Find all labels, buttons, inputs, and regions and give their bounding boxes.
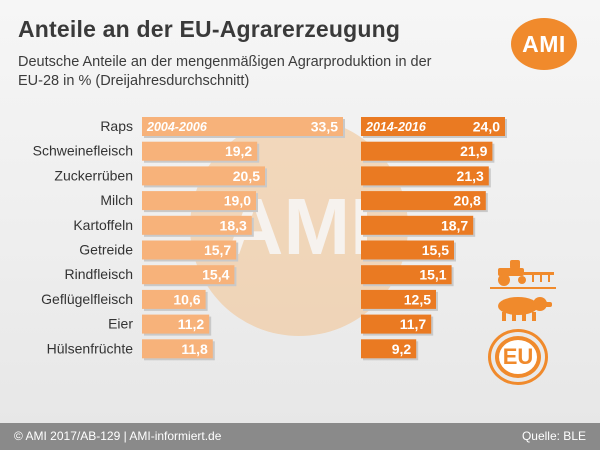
data-label-2014-2016: 20,8 <box>454 193 481 209</box>
bar-2004-2006 <box>142 265 235 285</box>
data-label-2014-2016: 12,5 <box>404 291 431 307</box>
legend-2014-2016: 2014-2016 <box>365 120 427 134</box>
eu-badge-icon: EU <box>495 336 541 378</box>
bar-2014-2016 <box>361 289 436 309</box>
chart-subtitle: Deutsche Anteile an der mengenmäßigen Ag… <box>18 54 432 89</box>
data-label-2004-2006: 19,0 <box>224 193 251 209</box>
data-label-2014-2016: 21,3 <box>457 168 484 184</box>
logo-text: AMI <box>522 30 566 57</box>
tractor-icon <box>490 260 556 289</box>
eu-badge-ring <box>488 329 548 385</box>
data-label-2004-2006: 33,5 <box>311 119 338 135</box>
category-label: Schweinefleisch <box>33 143 133 159</box>
farm-icons <box>490 260 556 321</box>
bar-2004-2006 <box>142 166 265 186</box>
category-label: Eier <box>108 316 133 332</box>
pig-icon <box>498 297 552 321</box>
category-label: Hülsenfrüchte <box>47 340 134 356</box>
bar-2004-2006 <box>142 191 256 211</box>
eu-badge-text: EU <box>502 344 534 369</box>
bar-2004-2006 <box>142 240 237 260</box>
data-label-2004-2006: 18,3 <box>220 217 247 233</box>
bar-2004-2006 <box>142 215 252 235</box>
bar-2014-2016 <box>361 117 505 136</box>
category-label: Getreide <box>79 242 133 258</box>
chart-title: Anteile an der EU-Agrarerzeugung <box>18 16 401 42</box>
data-label-2014-2016: 15,1 <box>419 267 446 283</box>
ami-logo: AMI <box>511 18 577 70</box>
bar-2004-2006 <box>142 141 258 161</box>
bar-2014-2016 <box>361 240 454 260</box>
data-label-2014-2016: 18,7 <box>441 217 468 233</box>
bar-2014-2016 <box>361 191 486 211</box>
bar-2004-2006 <box>142 289 206 309</box>
bar-2014-2016 <box>361 265 452 285</box>
bar-2004-2006 <box>142 314 210 334</box>
data-label-2004-2006: 15,7 <box>204 242 231 258</box>
bar-2004-2006 <box>142 117 343 136</box>
data-label-2004-2006: 19,2 <box>225 143 252 159</box>
data-label-2014-2016: 15,5 <box>422 242 449 258</box>
data-label-2014-2016: 11,7 <box>400 316 427 332</box>
category-label: Geflügelfleisch <box>41 291 133 307</box>
footer-bar: © AMI 2017/AB-129 | AMI-informiert.de Qu… <box>0 423 600 450</box>
data-label-2004-2006: 11,2 <box>178 316 205 332</box>
data-label-2014-2016: 9,2 <box>392 341 412 357</box>
category-label: Raps <box>100 118 133 134</box>
data-label-2004-2006: 10,6 <box>173 291 200 307</box>
legend-2004-2006: 2004-2006 <box>146 120 208 134</box>
data-label-2014-2016: 24,0 <box>473 119 500 135</box>
category-label: Kartoffeln <box>73 217 133 233</box>
bar-2014-2016 <box>361 339 417 359</box>
bar-2014-2016 <box>361 166 489 186</box>
data-label-2014-2016: 21,9 <box>460 143 487 159</box>
bar-2014-2016 <box>361 141 493 161</box>
data-label-2004-2006: 11,8 <box>181 341 208 357</box>
bar-2014-2016 <box>361 314 432 334</box>
data-label-2004-2006: 15,4 <box>202 267 229 283</box>
bar-2004-2006 <box>142 339 213 359</box>
category-label: Rindfleisch <box>65 266 133 282</box>
footer-credit: © AMI 2017/AB-129 | AMI-informiert.de <box>14 429 222 443</box>
footer-source: Quelle: BLE <box>521 429 586 443</box>
category-label: Milch <box>100 192 133 208</box>
bar-2014-2016 <box>361 215 474 235</box>
category-label: Zuckerrüben <box>54 167 133 183</box>
data-label-2004-2006: 20,5 <box>233 168 260 184</box>
